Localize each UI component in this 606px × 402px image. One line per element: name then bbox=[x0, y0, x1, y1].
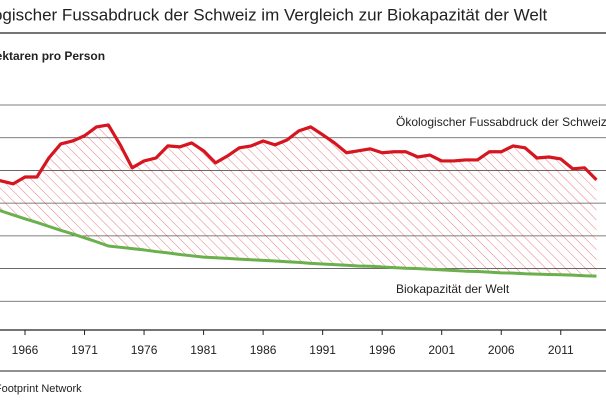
source: Global Footprint Network bbox=[0, 383, 82, 395]
x-tick-label: 1971 bbox=[71, 343, 98, 357]
x-tick-label: 2011 bbox=[548, 343, 574, 357]
x-tick-label: 1996 bbox=[369, 343, 396, 357]
series-line bbox=[0, 209, 597, 278]
x-tick-label: 2006 bbox=[488, 343, 515, 357]
gap-hatch bbox=[0, 124, 597, 277]
x-tick-label: 2001 bbox=[428, 343, 455, 357]
series-line bbox=[0, 123, 598, 186]
x-tick-label: 1991 bbox=[309, 343, 336, 357]
x-tick-label: 1981 bbox=[190, 343, 217, 357]
x-tick-label: 1986 bbox=[250, 343, 277, 357]
series-label: Biokapazität der Welt bbox=[396, 282, 510, 296]
series-label: Ökologischer Fussabdruck der Schweiz bbox=[396, 115, 606, 129]
chart-title: Ökologischer Fussabdruck der Schweiz im … bbox=[0, 5, 548, 24]
x-tick-label: 1966 bbox=[12, 343, 39, 357]
x-tick-label: 1976 bbox=[131, 343, 158, 357]
y-axis-label: Hektaren pro Person bbox=[0, 49, 105, 63]
